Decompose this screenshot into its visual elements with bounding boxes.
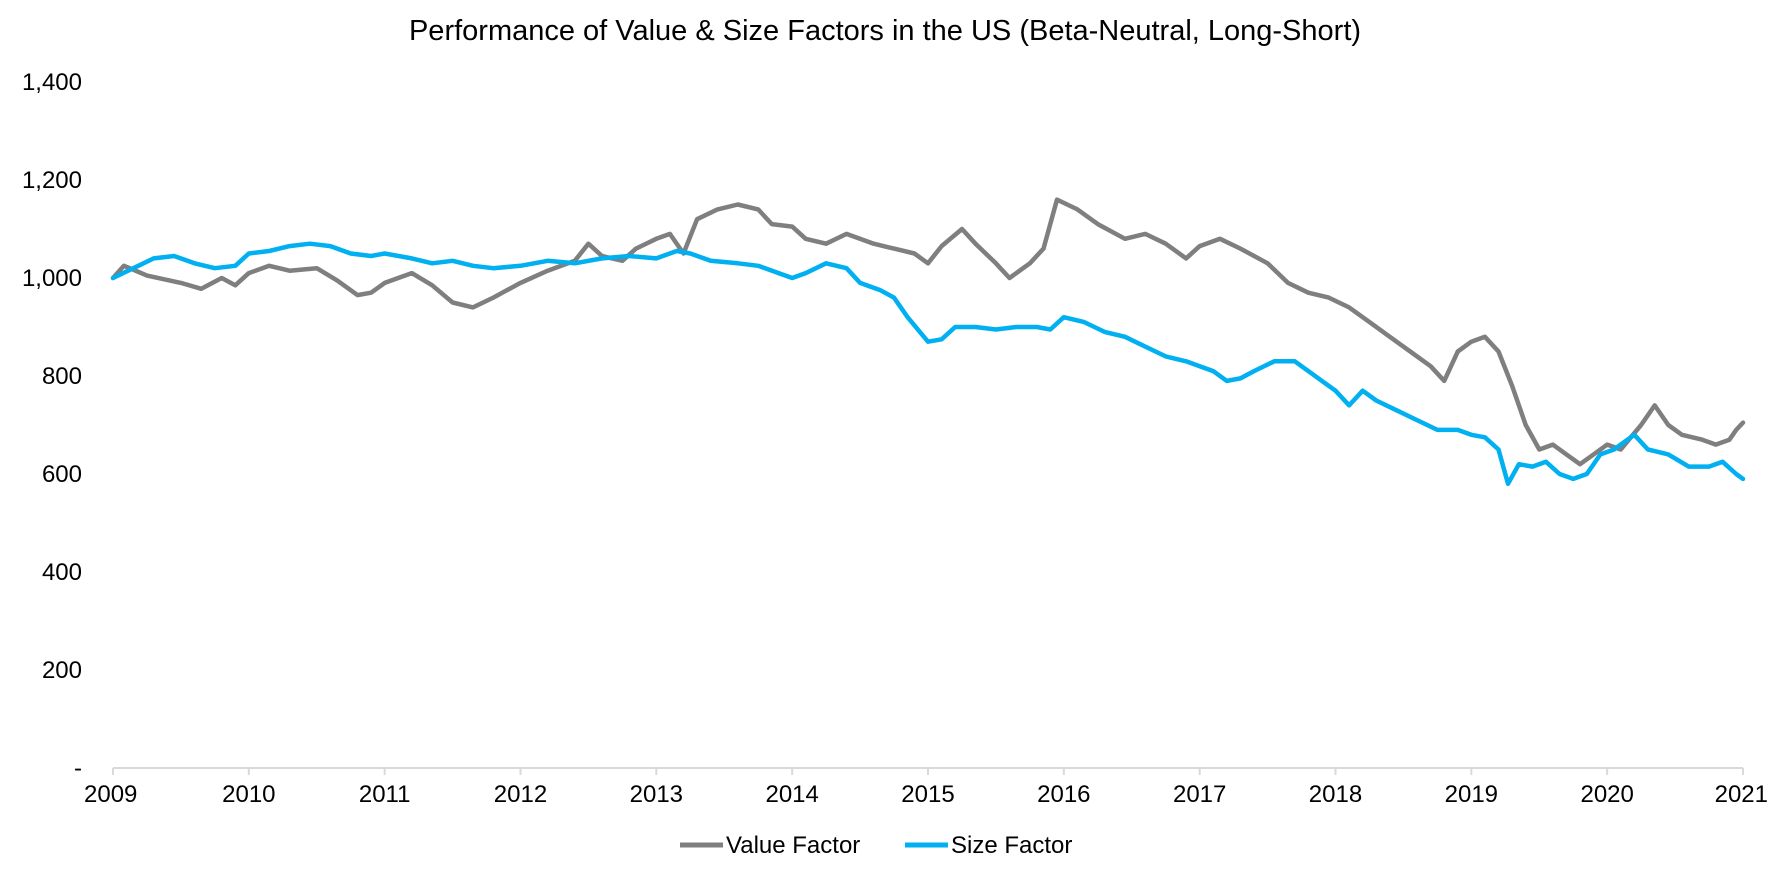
x-tick-label: 2021	[1715, 781, 1768, 808]
y-axis: - 200 400 600 800 1,000 1,200 1,400	[22, 69, 82, 782]
legend-label: Size Factor	[951, 832, 1072, 859]
x-tick-label: 2016	[1037, 781, 1090, 808]
legend: Value Factor Size Factor	[680, 832, 1072, 859]
x-tick-label: 2015	[901, 781, 954, 808]
x-tick-label: 2014	[765, 781, 818, 808]
y-tick-label: 800	[42, 363, 82, 390]
x-tick-label: 2012	[494, 781, 547, 808]
legend-label: Value Factor	[726, 832, 860, 859]
x-tick-label: 2018	[1309, 781, 1362, 808]
series-layer	[110, 197, 1746, 487]
x-tick-label: 2019	[1445, 781, 1498, 808]
y-tick-label: 400	[42, 559, 82, 586]
y-tick-label: 1,400	[22, 69, 82, 96]
x-tick-label: 2010	[222, 781, 275, 808]
x-axis: 2009 2010 2011 2012 2013 2014 2015 2016 2017 2018…	[84, 767, 1768, 808]
x-tick-label: 2020	[1580, 781, 1633, 808]
x-tick-label: 2011	[359, 781, 411, 808]
y-tick-label: 600	[42, 461, 82, 488]
y-tick-label: 1,200	[22, 167, 82, 194]
y-tick-label: -	[74, 755, 82, 782]
y-tick-label: 200	[42, 657, 82, 684]
series-line-size-factor	[110, 241, 1746, 487]
x-tick-label: 2009	[84, 781, 137, 808]
x-tick-label: 2017	[1173, 781, 1226, 808]
y-tick-label: 1,000	[22, 265, 82, 292]
chart-title: Performance of Value & Size Factors in t…	[409, 15, 1361, 47]
series-line-value-factor	[110, 197, 1746, 467]
x-tick-label: 2013	[630, 781, 683, 808]
